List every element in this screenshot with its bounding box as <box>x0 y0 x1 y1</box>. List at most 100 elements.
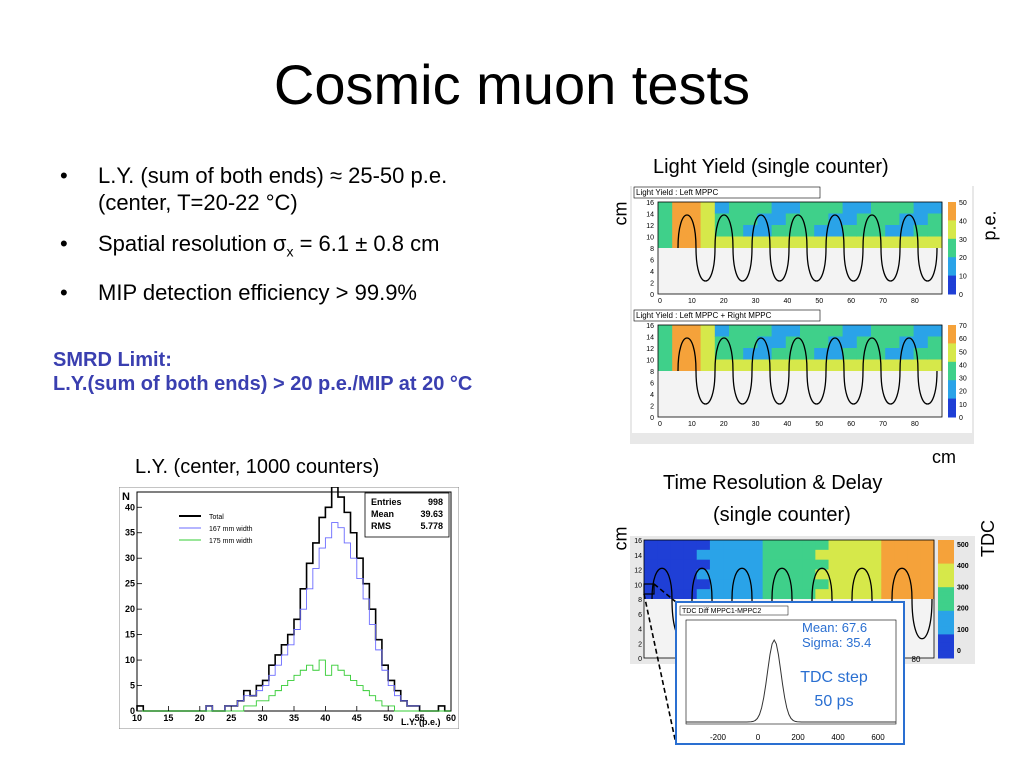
y-tick-label: 16 <box>646 323 654 330</box>
heatmap-cell <box>658 325 673 337</box>
stats-box <box>364 492 450 538</box>
colorbar-cell <box>948 392 956 397</box>
legend-label-167: 167 mm width <box>209 526 253 533</box>
heatmap-cell <box>729 325 744 337</box>
y-tick-label: 12 <box>646 223 654 230</box>
tdc-cell <box>644 569 658 580</box>
x-tick-label: 50 <box>383 713 393 723</box>
tdc-cell <box>907 579 922 590</box>
z-tick-label: 40 <box>959 218 967 225</box>
tdc-cell <box>644 540 658 551</box>
hist-series-1 <box>137 522 451 712</box>
sigma-subscript: x <box>286 243 294 260</box>
heatmap-cell <box>700 236 716 249</box>
colorbar-cell <box>948 383 956 387</box>
tdc-cell <box>762 540 777 551</box>
ly-map-caption: Light Yield (single counter) <box>653 156 889 178</box>
heatmap-cell <box>913 236 929 249</box>
heatmap-cell <box>743 213 758 226</box>
colorbar-cell <box>948 266 956 270</box>
tdc-cell <box>723 569 737 580</box>
heatmap-cell <box>885 325 900 337</box>
y-tick-label: 4 <box>650 392 654 399</box>
heatmap-cell <box>927 202 943 214</box>
hist-series-2 <box>137 659 451 712</box>
heatmap-cell <box>814 348 829 360</box>
colorbar-cell <box>948 355 956 360</box>
colorbar-cell <box>948 278 956 283</box>
colorbar-cell <box>948 367 956 372</box>
tdc-cell <box>920 579 935 590</box>
tdc-colorbar-cell <box>938 654 954 659</box>
heatmap-cell <box>913 336 929 349</box>
tdc-cell <box>749 579 764 590</box>
y-tick-label: 30 <box>125 553 135 563</box>
tdc-y-tick-label: 2 <box>638 641 642 648</box>
z-tick-label: 50 <box>959 200 967 207</box>
y-tick-label: 6 <box>650 258 654 265</box>
colorbar-cell <box>948 269 956 274</box>
colorbar-cell <box>948 284 956 289</box>
tdc-cell <box>907 589 922 600</box>
heatmap-cell <box>913 325 929 337</box>
colorbar-cell <box>948 401 956 406</box>
tdc-cell <box>920 549 935 561</box>
legend-label-175: 175 mm width <box>209 538 253 545</box>
stats-label-mean: Mean <box>371 509 394 519</box>
tdc-cell <box>789 540 803 551</box>
y-tick-label: 6 <box>650 381 654 388</box>
stats-value-entries: 998 <box>428 497 443 507</box>
colorbar-cell <box>948 334 956 338</box>
tdc-cell <box>894 589 909 600</box>
tdc-cell <box>789 549 803 561</box>
colorbar-cell <box>948 208 956 212</box>
heatmap-cell <box>899 202 915 214</box>
bullet-spatial-resolution: • Spatial resolution σx = 6.1 ± 0.8 cm <box>60 230 620 265</box>
z-tick-label: 20 <box>959 255 967 262</box>
inset-title: TDC Diff MPPC1-MPPC2 <box>682 608 761 615</box>
heatmap-cell <box>913 202 929 214</box>
tdc-cell <box>815 569 830 580</box>
tdc-colorbar-cell <box>938 547 954 553</box>
heatmap-cell <box>729 336 744 349</box>
heatmap-cell <box>856 325 872 337</box>
tdc-cell <box>828 569 843 580</box>
colorbar-cell <box>948 272 956 277</box>
heatmap-cell <box>672 336 687 349</box>
hist-legend: Total 167 mm width 175 mm width <box>179 514 253 545</box>
tdc-cell <box>841 549 856 561</box>
colorbar-cell <box>948 290 956 295</box>
colorbar-cell <box>948 413 956 418</box>
heatmap-cell <box>842 336 858 349</box>
tdc-colorbar-cell <box>938 626 954 631</box>
tdc-y-tick-label: 12 <box>634 568 642 575</box>
heatmap-cell <box>800 202 815 214</box>
colorbar-cell <box>948 340 956 344</box>
tdc-cell <box>854 549 869 561</box>
heatmap-cell <box>828 325 844 337</box>
tdc-colorbar-cell <box>938 622 954 628</box>
tdc-cell <box>696 540 711 551</box>
tdc-z-tick-label: 400 <box>957 563 969 570</box>
x-tick-label: 45 <box>352 713 362 723</box>
bullet-light-yield: • L.Y. (sum of both ends) ≈ 25-50 p.e. (… <box>60 162 620 216</box>
tdc-cell <box>670 589 685 600</box>
heatmap-cell <box>899 325 915 337</box>
heatmap-cell <box>927 336 943 349</box>
colorbar-cell <box>948 281 956 286</box>
tdc-cell <box>736 559 750 570</box>
heatmap-cell <box>785 236 801 249</box>
x-tick-label: 0 <box>658 421 662 428</box>
colorbar-cell <box>948 275 956 280</box>
tdc-cell <box>696 579 711 590</box>
tdc-caption-1: Time Resolution & Delay <box>663 472 883 494</box>
tdc-colorbar-cell <box>938 559 954 565</box>
tdc-cell <box>696 589 711 600</box>
tdc-y-tick-label: 10 <box>634 582 642 589</box>
tdc-cell <box>709 579 724 590</box>
y-tick-label: 2 <box>650 281 654 288</box>
tdc-cell <box>736 589 750 600</box>
heatmap-cell <box>686 359 702 372</box>
heatmap-cell <box>771 325 787 337</box>
ly-map-xaxis-label: cm <box>932 447 956 467</box>
